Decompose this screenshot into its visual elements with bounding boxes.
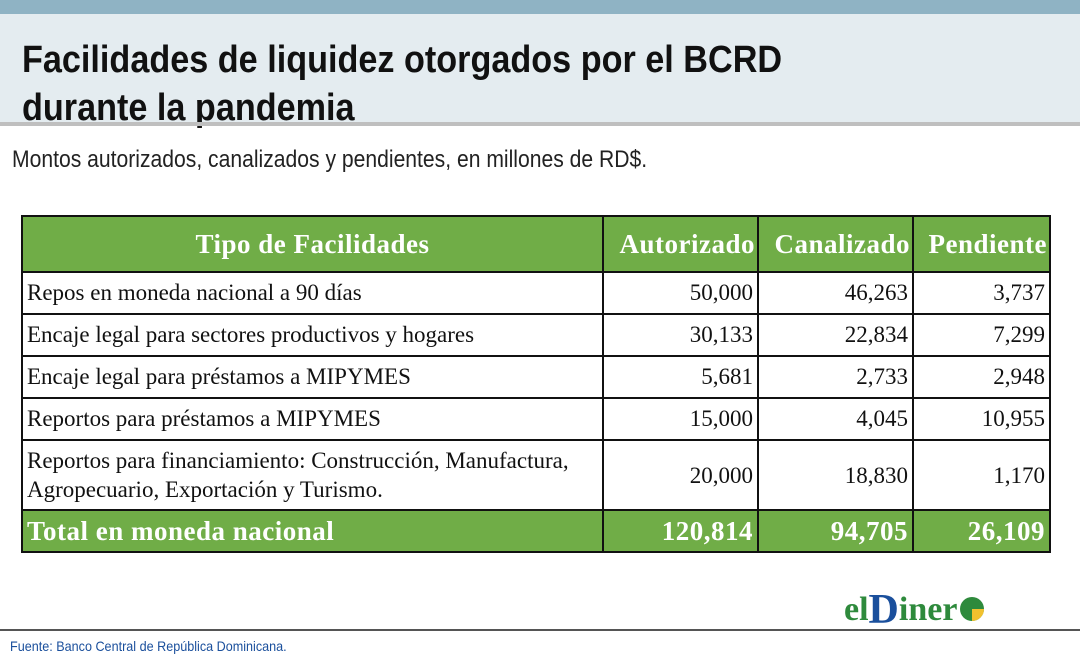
cell-canalizado: 4,045 xyxy=(757,397,914,441)
top-color-strip xyxy=(0,0,1080,14)
cell-pendiente: 2,948 xyxy=(912,355,1051,399)
total-autorizado: 120,814 xyxy=(602,509,759,553)
column-header-autorizado: Autorizado xyxy=(602,215,759,273)
total-canalizado: 94,705 xyxy=(757,509,914,553)
cell-canalizado: 46,263 xyxy=(757,271,914,315)
table-total-row: Total en moneda nacional 120,814 94,705 … xyxy=(21,509,1051,553)
page-title: Facilidades de liquidez otorgados por el… xyxy=(22,36,922,132)
header-divider xyxy=(0,122,1080,126)
table-header-row: Tipo de Facilidades Autorizado Canalizad… xyxy=(21,215,1051,273)
cell-pendiente: 10,955 xyxy=(912,397,1051,441)
cell-canalizado: 22,834 xyxy=(757,313,914,357)
footer-divider xyxy=(0,629,1080,631)
total-pendiente: 26,109 xyxy=(912,509,1051,553)
row-label: Reportos para financiamiento: Construcci… xyxy=(21,439,604,511)
title-banner: Facilidades de liquidez otorgados por el… xyxy=(0,14,1080,129)
cell-canalizado: 18,830 xyxy=(757,439,914,511)
cell-pendiente: 7,299 xyxy=(912,313,1051,357)
cell-autorizado: 50,000 xyxy=(602,271,759,315)
cell-pendiente: 3,737 xyxy=(912,271,1051,315)
cell-autorizado: 30,133 xyxy=(602,313,759,357)
subtitle: Montos autorizados, canalizados y pendie… xyxy=(12,146,648,173)
table-row: Repos en moneda nacional a 90 días 50,00… xyxy=(21,271,1051,315)
table-row: Reportos para financiamiento: Construcci… xyxy=(21,439,1051,511)
cell-pendiente: 1,170 xyxy=(912,439,1051,511)
column-header-pendiente: Pendiente xyxy=(912,215,1051,273)
logo-text-el: el xyxy=(844,591,869,628)
cell-autorizado: 5,681 xyxy=(602,355,759,399)
pie-o-icon xyxy=(960,597,985,621)
table-row: Encaje legal para préstamos a MIPYMES 5,… xyxy=(21,355,1051,399)
column-header-canalizado: Canalizado xyxy=(757,215,914,273)
row-label: Encaje legal para préstamos a MIPYMES xyxy=(21,355,604,399)
row-label: Encaje legal para sectores productivos y… xyxy=(21,313,604,357)
cell-canalizado: 2,733 xyxy=(757,355,914,399)
title-line-1: Facilidades de liquidez otorgados por el… xyxy=(22,39,783,81)
source-note: Fuente: Banco Central de República Domin… xyxy=(10,638,287,654)
total-label: Total en moneda nacional xyxy=(21,509,604,553)
table-row: Encaje legal para sectores productivos y… xyxy=(21,313,1051,357)
cell-autorizado: 20,000 xyxy=(602,439,759,511)
logo-text-iner: iner xyxy=(898,591,958,628)
table-row: Reportos para préstamos a MIPYMES 15,000… xyxy=(21,397,1051,441)
logo-text-d: D xyxy=(868,587,899,633)
facilities-table: Tipo de Facilidades Autorizado Canalizad… xyxy=(21,215,1051,553)
row-label: Repos en moneda nacional a 90 días xyxy=(21,271,604,315)
cell-autorizado: 15,000 xyxy=(602,397,759,441)
row-label: Reportos para préstamos a MIPYMES xyxy=(21,397,604,441)
column-header-tipo: Tipo de Facilidades xyxy=(21,215,604,273)
